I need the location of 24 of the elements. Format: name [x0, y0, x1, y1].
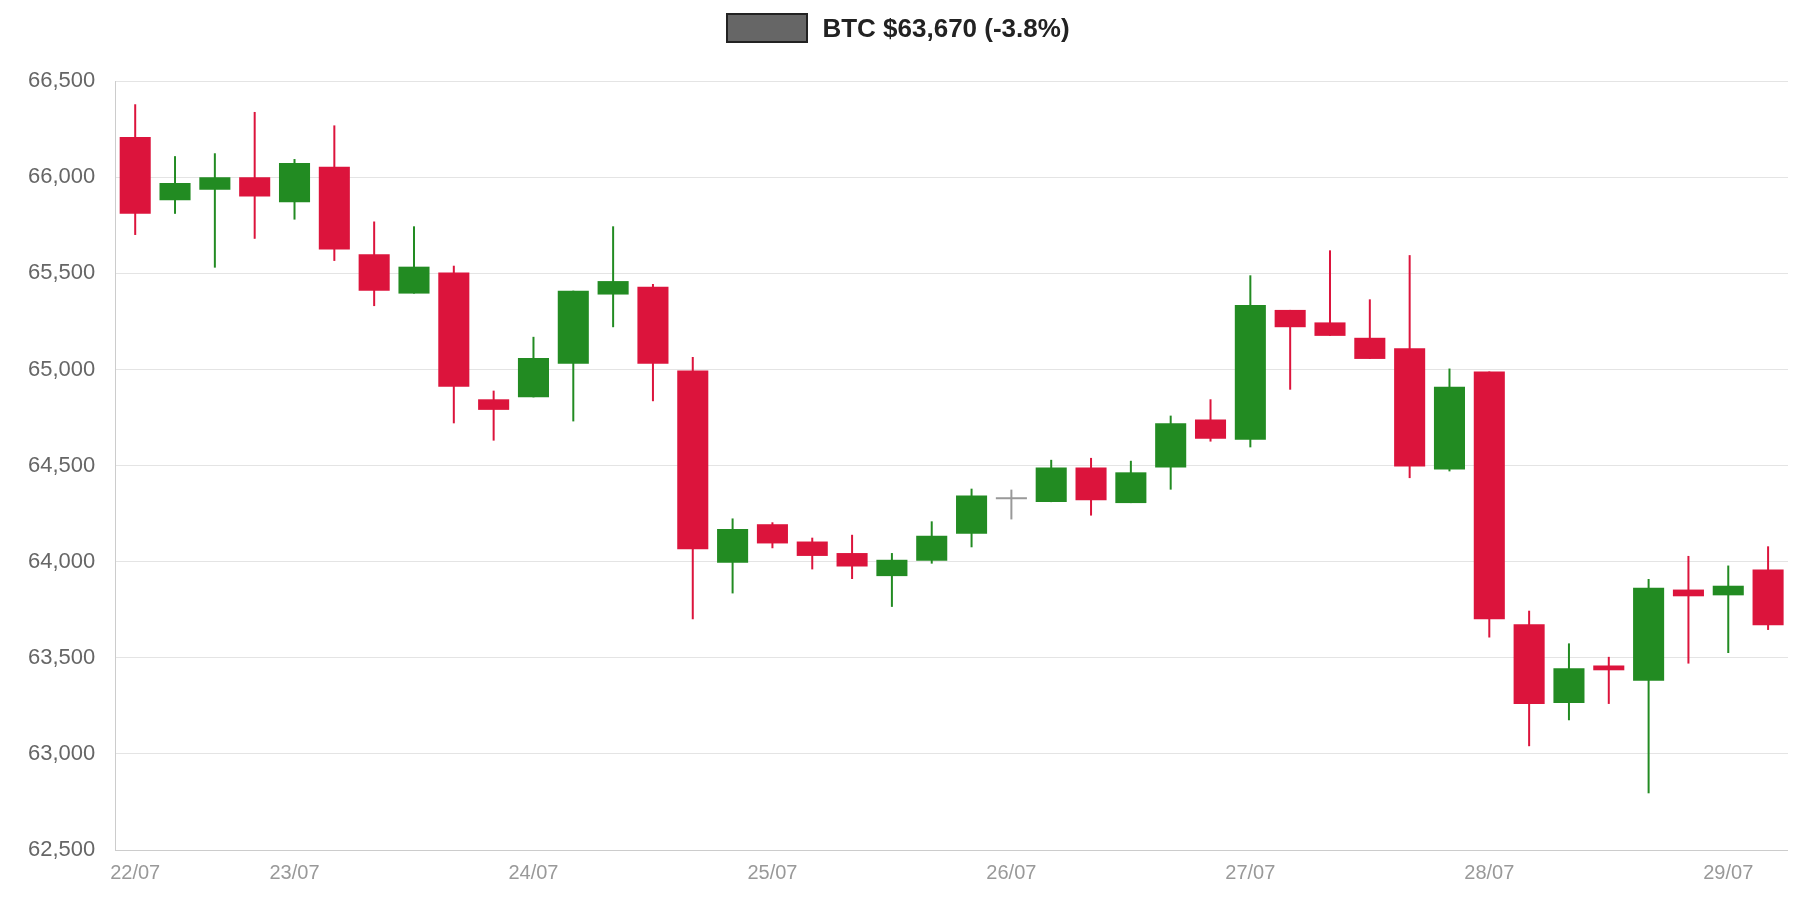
candlestick [995, 488, 1027, 521]
y-tick-label: 66,000 [27, 163, 96, 189]
x-tick-label: 26/07 [986, 860, 1037, 883]
candlestick [239, 110, 271, 240]
y-tick-label: 63,000 [27, 739, 96, 765]
candlestick [1712, 564, 1744, 654]
x-tick-label: 24/07 [508, 860, 559, 883]
y-tick-label: 65,000 [27, 355, 96, 381]
x-tick-label: 22/07 [110, 860, 161, 883]
y-tick-label: 64,000 [27, 547, 96, 573]
y-tick-label: 64,500 [27, 451, 96, 477]
candlestick [1593, 655, 1625, 705]
candlestick [597, 225, 629, 329]
text: BTC $63,670 (-3.8%) [822, 12, 1070, 44]
x-tick-label: 29/07 [1703, 860, 1754, 883]
x-tick-label: 25/07 [747, 860, 798, 883]
x-tick-label: 27/07 [1225, 860, 1276, 883]
x-tick-label: 28/07 [1464, 860, 1515, 883]
x-tick-label: 23/07 [269, 860, 320, 883]
y-tick-label: 66,500 [27, 67, 96, 93]
y-tick-label: 65,500 [27, 259, 96, 285]
candlestick [199, 152, 231, 269]
y-tick-label: 62,500 [27, 836, 96, 862]
y-tick-label: 63,500 [27, 643, 96, 669]
